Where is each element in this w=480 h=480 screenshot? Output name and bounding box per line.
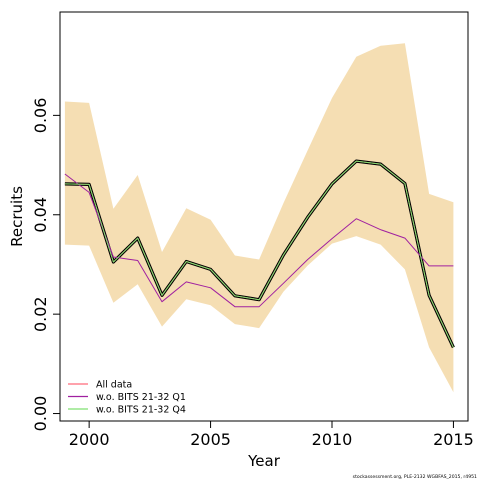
series-line-2 (64, 173, 454, 308)
x-tick-label: 2015 (433, 430, 474, 449)
x-axis: 2000 2005 2010 2015 (69, 421, 474, 449)
y-tick-label: 0.00 (31, 396, 50, 432)
y-axis-title: Recruits (8, 186, 26, 247)
legend-label: w.o. BITS 21-32 Q1 (96, 392, 186, 403)
y-tick-label: 0.04 (31, 197, 50, 233)
series-lines-layer (64, 159, 455, 349)
x-axis-title: Year (247, 452, 281, 470)
legend-label: All data (96, 380, 132, 391)
y-tick-label: 0.02 (31, 296, 50, 332)
plot-frame (59, 11, 469, 422)
y-axis: 0.00 0.02 0.04 0.06 (31, 98, 60, 432)
legend-label: w.o. BITS 21-32 Q4 (96, 405, 186, 416)
credit-text: stockassessment.org, PLE-2132 WGBFAS_201… (353, 474, 477, 480)
series-line-3 (64, 160, 454, 348)
x-tick-label: 2010 (312, 430, 353, 449)
x-tick-label: 2005 (190, 430, 231, 449)
x-tick-label: 2000 (69, 430, 110, 449)
y-tick-label: 0.06 (31, 98, 50, 134)
confidence-band-layer (64, 43, 454, 393)
confidence-band (64, 43, 454, 393)
